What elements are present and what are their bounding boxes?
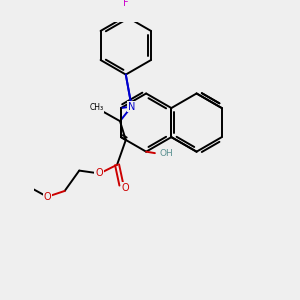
Text: CH₃: CH₃ bbox=[90, 103, 104, 112]
Text: O: O bbox=[44, 192, 51, 202]
Text: N: N bbox=[128, 102, 135, 112]
Text: OH: OH bbox=[159, 148, 173, 158]
Text: F: F bbox=[123, 0, 129, 8]
Text: O: O bbox=[95, 168, 103, 178]
Text: O: O bbox=[122, 183, 130, 193]
